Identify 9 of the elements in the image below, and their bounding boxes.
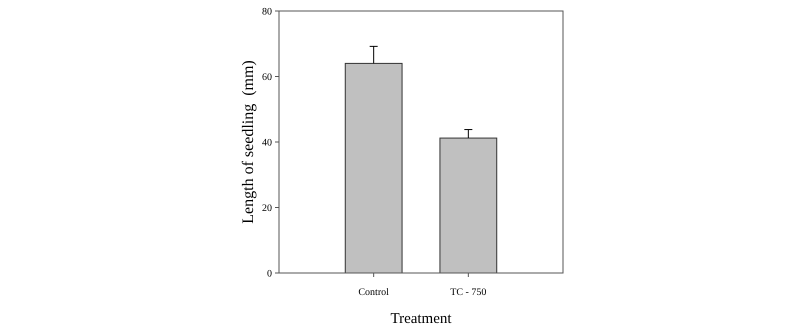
x-tick-label: TC - 750 (450, 287, 486, 298)
y-tick-label: 80 (262, 6, 272, 18)
y-axis-title: Length of seedling (mm) (240, 60, 257, 224)
y-tick-label: 60 (262, 72, 272, 83)
y-tick-label: 0 (267, 268, 272, 280)
x-axis-title: Treatment (390, 311, 452, 327)
y-tick-label: 40 (262, 138, 272, 148)
y-tick-label: 20 (262, 203, 272, 214)
x-tick-label: Control (358, 287, 390, 298)
